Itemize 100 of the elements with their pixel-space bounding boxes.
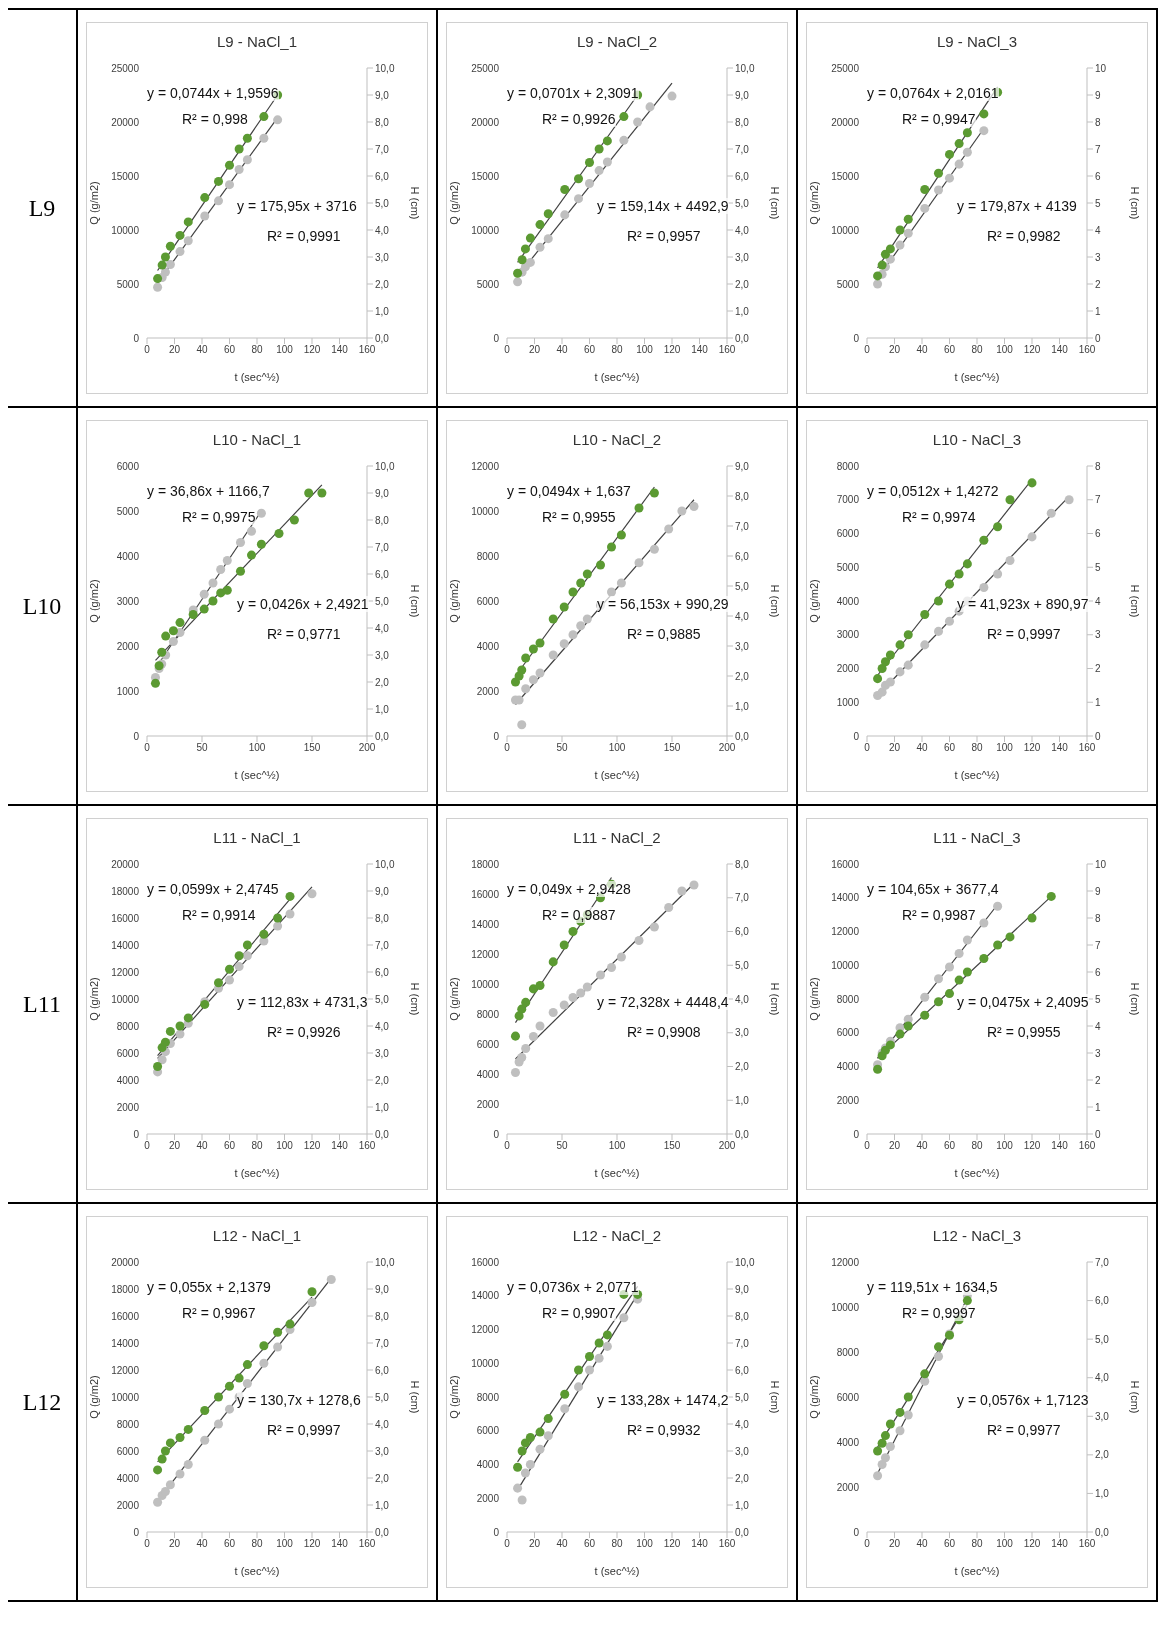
y2-tick-label: 9,0 <box>375 885 390 897</box>
y2-axis-title: H (cm) <box>1129 584 1142 618</box>
y-axis-title: Q (g/m2) <box>807 977 820 1021</box>
y2-tick-label: 0,0 <box>735 332 750 344</box>
y2-tick-label: 9,0 <box>735 460 750 472</box>
y2-tick-label: 7,0 <box>735 520 750 532</box>
y-tick-label: 16000 <box>471 1256 500 1268</box>
text: L11 <box>8 806 78 1202</box>
y2-tick-label: 8,0 <box>375 116 390 128</box>
annotation: R² = 0,9955 <box>542 509 616 525</box>
annotation: y = 0,0512x + 1,4272 <box>867 483 999 499</box>
y2-tick-label: 10 <box>1095 62 1107 74</box>
x-tick-label: 160 <box>358 344 376 356</box>
y-tick-label: 14000 <box>111 1337 140 1349</box>
y-tick-label: 2000 <box>476 1098 500 1110</box>
y-tick-label: 2000 <box>476 685 500 697</box>
y-tick-label: 10000 <box>111 1391 140 1403</box>
y-tick-label: 15000 <box>471 170 500 182</box>
x-tick-label: 140 <box>1051 1538 1069 1550</box>
y2-axis-title: H (cm) <box>1129 982 1142 1016</box>
x-tick-label: 40 <box>196 344 208 356</box>
y-tick-label: 2000 <box>116 1101 140 1113</box>
x-tick-label: 0 <box>864 1538 871 1550</box>
annotation: y = 0,0744x + 1,9596 <box>147 85 279 101</box>
y2-axis-title: H (cm) <box>769 584 782 618</box>
y-tick-label: 8000 <box>836 460 860 472</box>
x-tick-label: 200 <box>718 742 736 754</box>
annotation: y = 0,0576x + 1,7123 <box>957 1392 1089 1408</box>
y-tick-label: 25000 <box>111 62 140 74</box>
y2-tick-label: 8,0 <box>735 490 750 502</box>
x-tick-label: 120 <box>1023 1538 1041 1550</box>
annotation: R² = 0,9997 <box>902 1305 976 1321</box>
y-tick-label: 5000 <box>476 278 500 290</box>
y2-tick-label: 8,0 <box>375 514 390 526</box>
y2-tick-label: 2,0 <box>1095 1449 1110 1461</box>
y-tick-label: 2000 <box>476 1492 500 1504</box>
y-tick-label: 0 <box>493 1526 500 1538</box>
y2-tick-label: 10,0 <box>375 858 395 870</box>
y-tick-label: 10000 <box>471 505 500 517</box>
y-tick-label: 14000 <box>471 918 500 930</box>
x-tick-label: 100 <box>608 742 626 754</box>
x-tick-label: 80 <box>611 1538 623 1550</box>
y-tick-label: 20000 <box>111 858 140 870</box>
y-tick-label: 10000 <box>111 993 140 1005</box>
y2-tick-label: 6,0 <box>375 170 390 182</box>
x-tick-label: 0 <box>504 344 511 356</box>
x-tick-label: 140 <box>331 1140 349 1152</box>
y2-axis-title: H (cm) <box>769 1380 782 1414</box>
annotation: y = 0,049x + 2,9428 <box>507 881 631 897</box>
y2-tick-label: 7,0 <box>735 892 750 904</box>
x-tick-label: 100 <box>276 344 294 356</box>
y2-tick-label: 8,0 <box>375 912 390 924</box>
annotation: R² = 0,9887 <box>542 907 616 923</box>
annotation: R² = 0,9932 <box>627 1422 701 1438</box>
y2-tick-label: 4,0 <box>375 622 390 634</box>
annotation: R² = 0,9885 <box>627 626 701 642</box>
y-tick-label: 6000 <box>116 1047 140 1059</box>
y2-tick-label: 5,0 <box>375 993 390 1005</box>
chart-title: L9 - NaCl_3 <box>935 33 1018 50</box>
x-tick-label: 60 <box>223 1538 236 1550</box>
y2-axis-title: H (cm) <box>409 1380 422 1414</box>
y2-tick-label: 3 <box>1095 251 1101 263</box>
y-tick-label: 12000 <box>111 1364 140 1376</box>
chart-title: L11 - NaCl_3 <box>932 829 1022 846</box>
y2-tick-label: 8,0 <box>735 1310 750 1322</box>
x-tick-label: 0 <box>144 742 151 754</box>
y-tick-label: 10000 <box>831 959 860 971</box>
x-tick-label: 120 <box>303 1538 321 1550</box>
x-tick-label: 50 <box>196 742 208 754</box>
y-tick-label: 25000 <box>831 62 860 74</box>
y2-tick-label: 2,0 <box>735 1472 750 1484</box>
x-tick-label: 160 <box>718 1538 736 1550</box>
y-tick-label: 4000 <box>476 1068 500 1080</box>
chart-title: L11 - NaCl_2 <box>572 829 662 846</box>
y2-tick-label: 6,0 <box>375 966 390 978</box>
y2-tick-label: 5,0 <box>735 580 750 592</box>
y2-tick-label: 7,0 <box>375 541 390 553</box>
y-tick-label: 25000 <box>471 62 500 74</box>
y2-tick-label: 3,0 <box>375 1445 390 1457</box>
y2-tick-label: 6,0 <box>375 568 390 580</box>
x-tick-label: 120 <box>1023 1140 1041 1152</box>
y2-tick-label: 4,0 <box>735 610 750 622</box>
y2-tick-label: 4,0 <box>735 224 750 236</box>
x-tick-label: 20 <box>888 742 901 754</box>
x-axis-title: t (sec^½) <box>594 769 640 781</box>
x-tick-label: 140 <box>331 1538 349 1550</box>
y2-tick-label: 2 <box>1095 663 1101 675</box>
y-tick-label: 4000 <box>116 1472 140 1484</box>
annotation: y = 0,055x + 2,1379 <box>147 1279 271 1295</box>
x-tick-label: 100 <box>996 344 1014 356</box>
annotation: R² = 0,9914 <box>182 907 256 923</box>
y2-tick-label: 4,0 <box>375 224 390 236</box>
y-tick-label: 14000 <box>471 1290 500 1302</box>
x-tick-label: 80 <box>251 344 263 356</box>
x-tick-label: 80 <box>251 1140 263 1152</box>
y2-tick-label: 7,0 <box>735 1337 750 1349</box>
y2-tick-label: 2,0 <box>735 278 750 290</box>
x-tick-label: 20 <box>528 344 541 356</box>
y-tick-label: 18000 <box>471 858 500 870</box>
y2-tick-label: 2,0 <box>735 1061 750 1073</box>
